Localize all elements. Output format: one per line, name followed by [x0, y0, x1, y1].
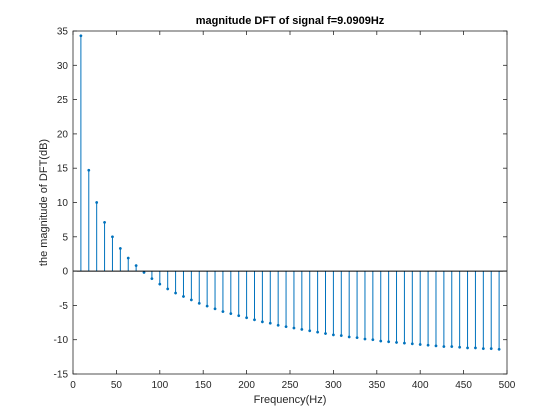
stem-marker: [481, 347, 485, 351]
x-tick-label: 150: [195, 380, 212, 391]
y-tick-label: 20: [57, 129, 69, 140]
stem-marker: [150, 277, 154, 281]
stem-marker: [111, 235, 114, 239]
stem-marker: [347, 335, 351, 339]
x-tick-label: 300: [325, 380, 342, 391]
x-axis-ticks: 0 50 100 150 200 250 300 350 400 450 500: [70, 31, 516, 391]
stem-series: [79, 34, 501, 351]
y-tick-label: 5: [62, 232, 68, 243]
stem-marker: [197, 301, 201, 305]
stem-marker: [221, 310, 225, 314]
y-tick-label: 15: [57, 164, 69, 175]
stem-marker: [339, 334, 343, 338]
stem-marker: [79, 34, 83, 38]
y-tick-label: 30: [57, 61, 69, 72]
stem-marker: [126, 256, 130, 260]
plot-area: [73, 31, 507, 374]
stem-marker: [418, 343, 422, 346]
stem-marker: [166, 287, 170, 291]
stem-marker: [410, 342, 414, 346]
y-axis-ticks: -15 -10 -5 0 5 10 15 20 25 30 35: [54, 27, 507, 381]
stem-marker: [276, 323, 280, 327]
stem-marker: [182, 295, 185, 298]
y-tick-label: -15: [54, 370, 69, 381]
stem-marker: [355, 336, 359, 340]
stem-marker: [395, 340, 398, 344]
stem-marker: [213, 307, 217, 311]
stem-marker: [379, 339, 383, 343]
stem-marker: [466, 346, 469, 350]
y-tick-label: 25: [57, 95, 69, 106]
x-tick-label: 250: [282, 380, 299, 391]
x-tick-label: 450: [455, 380, 472, 391]
stem-marker: [300, 327, 304, 331]
stem-marker: [158, 282, 162, 286]
stem-marker: [87, 168, 91, 172]
x-tick-label: 400: [412, 380, 429, 391]
y-tick-label: 10: [57, 198, 69, 209]
stem-marker: [371, 338, 375, 342]
stem-marker: [174, 291, 178, 295]
y-tick-label: 35: [57, 27, 69, 38]
stem-marker: [324, 332, 327, 335]
stem-marker: [458, 345, 462, 349]
stem-marker: [284, 325, 288, 329]
stem-marker: [134, 264, 138, 268]
x-axis-label: Frequency(Hz): [254, 394, 327, 406]
stem-marker: [442, 345, 446, 349]
x-tick-label: 200: [238, 380, 255, 391]
y-tick-label: -10: [54, 335, 69, 346]
stem-marker: [142, 271, 146, 274]
y-tick-label: -5: [59, 301, 68, 312]
stem-marker: [237, 314, 241, 318]
stem-marker: [308, 329, 312, 333]
stem-marker: [473, 346, 477, 350]
y-tick-label: 0: [62, 267, 68, 278]
stem-marker: [434, 344, 438, 348]
stem-marker: [331, 333, 335, 337]
y-axis-label: the magnitude of DFT(dB): [38, 139, 50, 266]
stem-marker: [268, 321, 272, 325]
x-tick-label: 500: [499, 380, 516, 391]
stem-marker: [189, 298, 193, 302]
stem-marker: [363, 337, 367, 341]
stem-marker: [118, 247, 122, 250]
stem-marker: [229, 312, 233, 316]
x-tick-label: 100: [151, 380, 168, 391]
stem-marker: [426, 343, 430, 347]
x-tick-label: 350: [368, 380, 385, 391]
stem-marker: [260, 320, 264, 324]
stem-marker: [387, 340, 391, 344]
stem-marker: [103, 220, 107, 224]
chart-title: magnitude DFT of signal f=9.0909Hz: [196, 15, 385, 27]
stem-marker: [316, 330, 320, 334]
stem-marker: [489, 347, 493, 351]
stem-marker: [292, 326, 296, 330]
stem-marker: [95, 201, 99, 204]
x-tick-label: 0: [70, 380, 76, 391]
stem-marker: [402, 341, 406, 345]
stem-marker: [497, 347, 501, 351]
stem-marker: [245, 316, 249, 320]
stem-marker: [253, 318, 256, 322]
stem-marker: [205, 304, 209, 308]
x-tick-label: 50: [111, 380, 123, 391]
stem-marker: [450, 345, 454, 349]
